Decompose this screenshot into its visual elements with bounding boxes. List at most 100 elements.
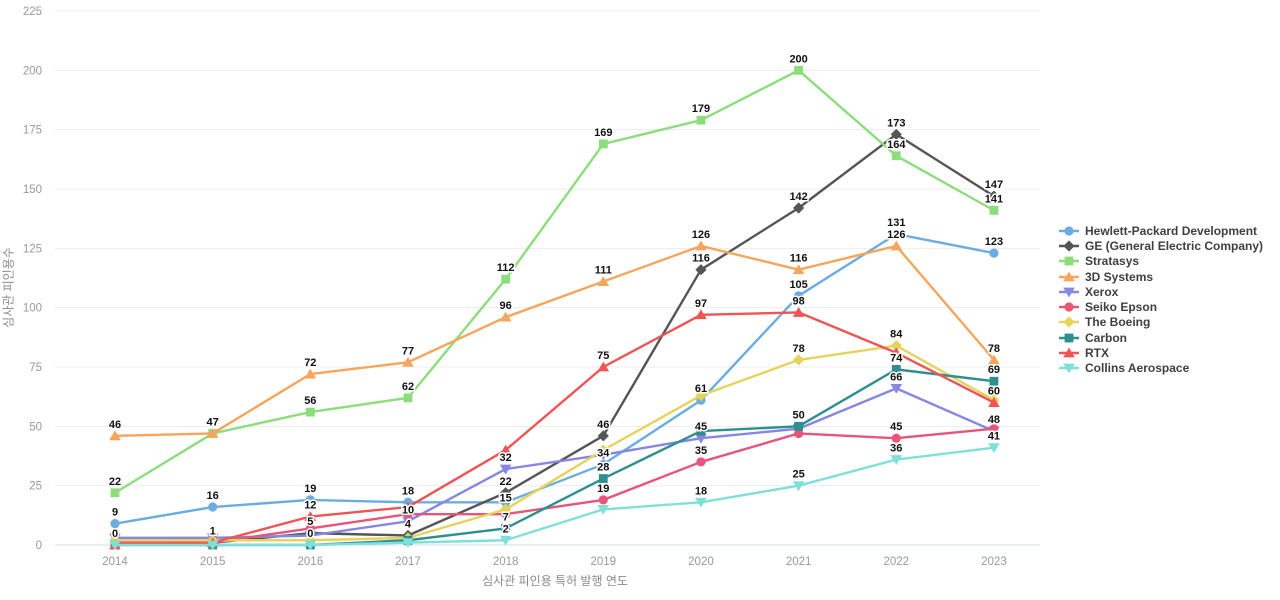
triangle-down-legend-marker-icon	[1059, 287, 1079, 298]
legend-item-hewlett-packard-development[interactable]: Hewlett-Packard Development	[1058, 223, 1263, 238]
data-point-label: 69	[988, 364, 1000, 376]
legend-item-collins-aerospace[interactable]: Collins Aerospace	[1058, 361, 1263, 376]
data-point-label: 50	[792, 409, 804, 421]
data-point-marker	[1063, 347, 1075, 358]
circle-legend-marker-icon	[1059, 226, 1079, 236]
data-point-marker	[499, 311, 512, 322]
series-line	[113, 368, 996, 547]
legend-label: 3D Systems	[1085, 269, 1154, 284]
data-point-label: 147	[985, 179, 1003, 191]
data-point-marker	[696, 426, 706, 436]
data-point-marker	[597, 276, 610, 286]
data-point-marker	[402, 501, 414, 512]
data-point-label: 173	[887, 117, 905, 129]
data-point-label: 5	[307, 516, 313, 528]
data-point-label: 0	[307, 528, 313, 540]
data-point-label: 41	[988, 431, 1000, 443]
data-point-marker	[403, 509, 413, 519]
data-point-marker	[988, 190, 1000, 202]
data-point-label: 1	[210, 526, 216, 538]
data-point-label: 61	[695, 383, 707, 395]
legend-label: Xerox	[1085, 284, 1119, 299]
data-point-marker	[695, 497, 707, 508]
data-point-marker	[988, 443, 1000, 454]
data-point-marker	[500, 503, 512, 515]
data-point-label: 48	[988, 414, 1000, 426]
data-point-marker	[598, 474, 608, 483]
data-point-label: 32	[500, 452, 512, 464]
data-point-marker	[891, 229, 901, 239]
data-point-label: 179	[692, 103, 710, 115]
legend-item-xerox[interactable]: Xerox	[1058, 284, 1263, 299]
data-point-label: 169	[594, 127, 612, 139]
data-point-label: 4	[405, 519, 412, 531]
data-point-label: 78	[792, 343, 804, 355]
data-point-marker	[794, 65, 804, 75]
legend-item-ge-general-electric-company[interactable]: GE (General Electric Company)	[1058, 238, 1263, 253]
data-point-marker	[1063, 316, 1075, 329]
data-point-label: 116	[692, 253, 710, 265]
data-point-marker	[792, 307, 805, 317]
data-point-marker	[501, 274, 511, 284]
series-line	[113, 69, 996, 494]
data-point-label: 22	[109, 476, 121, 488]
legend-item-3d-systems[interactable]: 3D Systems	[1058, 269, 1263, 284]
data-point-marker	[891, 364, 901, 374]
triangle-up-legend-marker-icon	[1059, 347, 1079, 358]
data-point-label: 112	[497, 262, 515, 274]
legend-item-carbon[interactable]: Carbon	[1058, 330, 1263, 345]
circle-legend-marker-icon	[1059, 302, 1079, 312]
data-point-marker	[598, 139, 608, 149]
legend-label: GE (General Electric Company)	[1085, 238, 1264, 253]
data-point-label: 10	[402, 504, 414, 516]
data-point-label: 47	[207, 416, 219, 428]
y-tick-label: 225	[23, 6, 42, 18]
data-point-marker	[1063, 271, 1075, 281]
legend-item-stratasys[interactable]: Stratasys	[1058, 254, 1263, 269]
series-hewlett-packard-development	[110, 229, 999, 529]
legend-label: Carbon	[1085, 330, 1127, 345]
data-point-label: 74	[890, 352, 903, 364]
data-point-marker	[891, 151, 901, 161]
legend-item-rtx[interactable]: RTX	[1058, 345, 1263, 360]
data-point-marker	[1064, 333, 1074, 343]
data-point-marker	[499, 464, 512, 475]
y-tick-label: 200	[23, 65, 42, 77]
data-point-marker	[402, 356, 414, 367]
series-line	[113, 244, 996, 438]
series-rtx	[109, 307, 1000, 550]
data-point-marker	[206, 428, 219, 438]
data-point-label: 78	[988, 343, 1000, 355]
data-point-label: 2	[503, 523, 509, 535]
data-point-marker	[890, 128, 902, 141]
y-tick-label: 50	[29, 421, 42, 433]
data-point-label: 45	[890, 421, 902, 433]
data-point-marker	[695, 309, 707, 320]
data-point-marker	[597, 361, 610, 372]
data-point-marker	[598, 495, 608, 505]
series-collins-aerospace	[109, 443, 1000, 551]
data-point-marker	[499, 444, 512, 455]
square-legend-marker-icon	[1059, 256, 1079, 266]
data-point-label: 36	[890, 443, 902, 455]
data-point-marker	[794, 428, 804, 439]
legend-item-the-boeing[interactable]: The Boeing	[1058, 315, 1263, 330]
data-point-marker	[794, 291, 804, 301]
x-tick-label: 2017	[395, 556, 421, 568]
data-point-label: 16	[207, 490, 219, 502]
x-tick-label: 2020	[688, 556, 714, 568]
data-point-marker	[890, 240, 903, 251]
legend-item-seiko-epson[interactable]: Seiko Epson	[1058, 299, 1263, 314]
x-tick-label: 2019	[591, 556, 617, 568]
legend-label: Seiko Epson	[1085, 300, 1158, 315]
data-point-label: 25	[792, 469, 804, 481]
data-point-label: 46	[597, 419, 609, 431]
data-point-label: 60	[988, 386, 1000, 398]
data-point-marker	[695, 389, 707, 402]
series-the-boeing	[109, 340, 1000, 546]
data-point-marker	[989, 376, 999, 386]
data-point-marker	[403, 393, 413, 403]
x-tick-label: 2023	[981, 556, 1007, 568]
data-point-marker	[501, 497, 511, 507]
